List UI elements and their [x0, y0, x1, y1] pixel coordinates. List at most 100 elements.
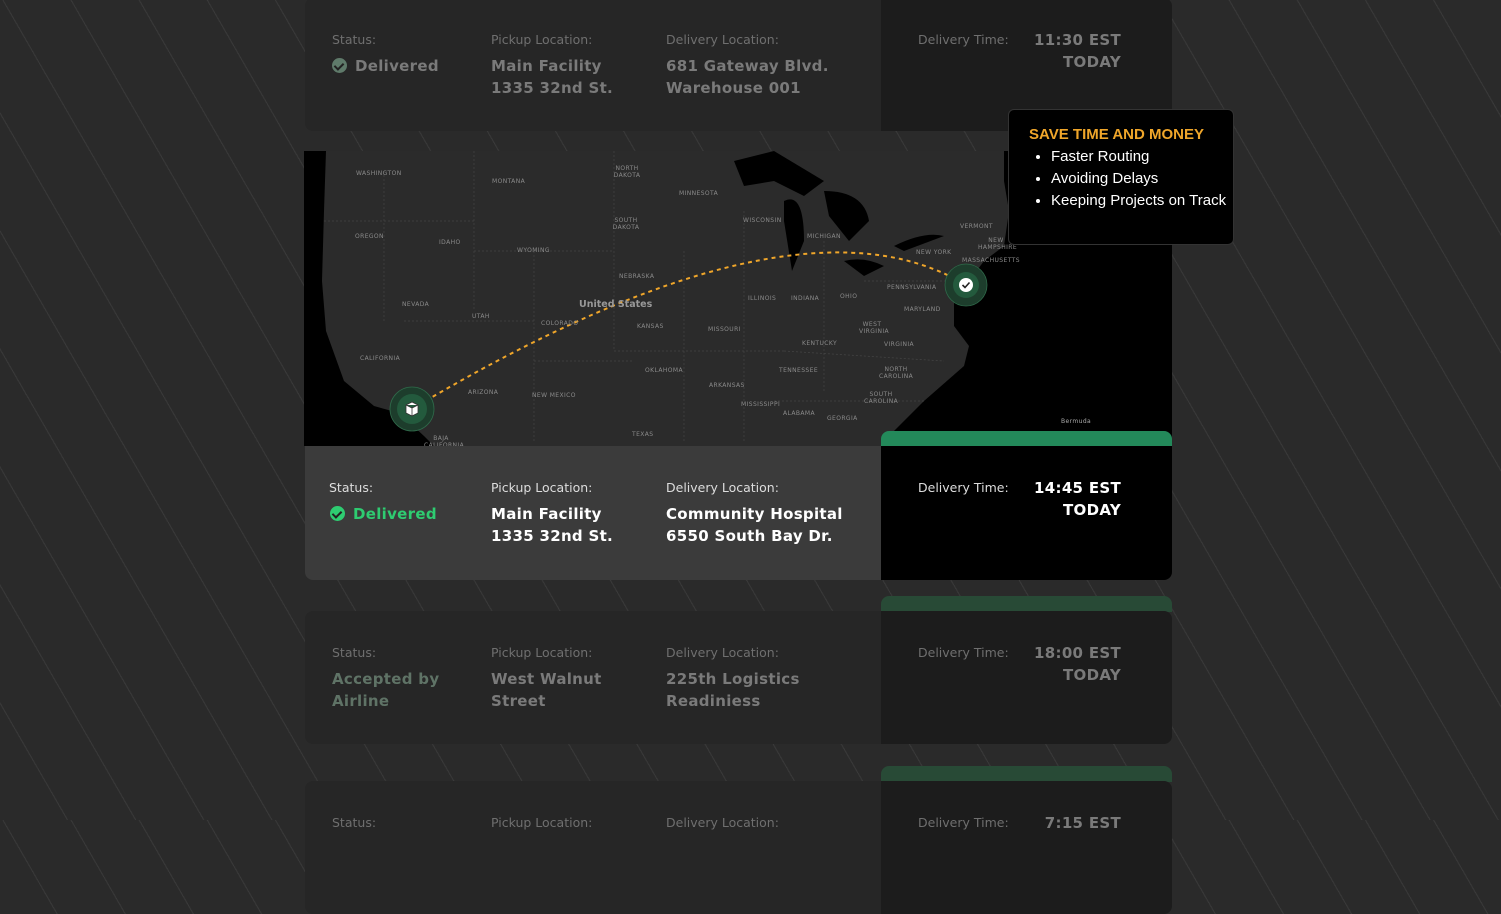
map-label: VERMONT: [960, 223, 993, 230]
delivery-label: Delivery Location:: [666, 480, 779, 495]
pickup-value: Main Facility 1335 32nd St.: [491, 503, 613, 547]
delivery-card-info: Status: Delivered Pickup Location: Main …: [305, 0, 881, 131]
map-label: OREGON: [355, 233, 384, 240]
map-label: NEW MEXICO: [532, 392, 576, 399]
delivery-line: Community Hospital: [666, 505, 843, 523]
map-label: MISSISSIPPI: [741, 401, 781, 408]
pickup-value: Main Facility 1335 32nd St.: [491, 55, 613, 99]
country-label: United States: [579, 299, 653, 310]
selected-card-tab: [881, 431, 1172, 447]
pickup-label: Pickup Location:: [491, 32, 593, 47]
map-label: MARYLAND: [904, 306, 941, 313]
day-text: TODAY: [1063, 666, 1121, 684]
map-label: MICHIGAN: [807, 233, 841, 240]
delivery-card-info: Status: Pickup Location: Delivery Locati…: [305, 781, 881, 914]
origin-marker: [389, 386, 435, 432]
pickup-label: Pickup Location:: [491, 815, 593, 830]
map-label: PENNSYLVANIA: [887, 284, 937, 291]
delivery-card-info: Status: Accepted by Airline Pickup Locat…: [305, 611, 881, 744]
promo-tooltip: SAVE TIME AND MONEY Faster Routing Avoid…: [1008, 109, 1234, 245]
map-label: WISCONSIN: [743, 217, 782, 224]
map-label: NORTH DAKOTA: [613, 165, 641, 179]
route-map[interactable]: WASHINGTON MONTANA NORTH DAKOTA MINNESOT…: [304, 151, 1172, 446]
card-tab: [881, 596, 1172, 612]
map-label: NEW YORK: [916, 249, 952, 256]
map-label: WEST VIRGINIA: [859, 321, 890, 335]
promo-item: Keeping Projects on Track: [1051, 190, 1233, 212]
promo-item: Avoiding Delays: [1051, 168, 1233, 190]
state-borders: [324, 151, 964, 441]
status-label: Status:: [332, 32, 377, 47]
status-label: Status:: [332, 815, 377, 830]
map-label: NORTH CAROLINA: [879, 366, 914, 380]
map-label: WASHINGTON: [356, 170, 402, 177]
time-text: 18:00 EST: [1034, 644, 1121, 662]
status-text: Delivered: [355, 57, 439, 75]
map-label: SOUTH DAKOTA: [612, 217, 640, 231]
time-label: Delivery Time:: [918, 815, 1009, 830]
map-label: MASSACHUSETTS: [962, 257, 1020, 264]
check-circle-icon: [332, 58, 347, 73]
delivery-label: Delivery Location:: [666, 645, 779, 660]
map-label: NEBRASKA: [619, 273, 655, 280]
time-label: Delivery Time:: [918, 32, 1009, 47]
pacific-ocean: [304, 151, 434, 446]
delivery-card[interactable]: Status: Delivered Pickup Location: Main …: [305, 0, 1172, 131]
status-label: Status:: [332, 645, 377, 660]
check-icon: [961, 281, 971, 289]
map-label: MISSOURI: [708, 326, 741, 333]
map-label: CALIFORNIA: [360, 355, 401, 362]
delivery-time-panel: Delivery Time: 14:45 EST TODAY: [881, 446, 1172, 580]
time-text: 14:45 EST: [1034, 479, 1121, 497]
map-label: SOUTH CAROLINA: [864, 391, 899, 405]
map-label: GEORGIA: [827, 415, 858, 422]
time-value: 18:00 EST TODAY: [1034, 642, 1121, 686]
map-label: BAJA CALIFORNIA: [424, 435, 465, 446]
status-value: Delivered: [330, 503, 437, 525]
pickup-line: 1335 32nd St.: [491, 527, 614, 545]
delivery-line: 6550 South Bay Dr.: [666, 527, 833, 545]
promo-list: Faster Routing Avoiding Delays Keeping P…: [1029, 146, 1233, 212]
promo-item: Faster Routing: [1051, 146, 1233, 168]
delivery-value: 225th Logistics Readiniess: [666, 670, 800, 710]
delivery-card-info: Status: Delivered Pickup Location: Main …: [305, 446, 881, 580]
map-label: ALABAMA: [783, 410, 815, 417]
time-label: Delivery Time:: [918, 480, 1009, 495]
map-label: ARKANSAS: [709, 382, 745, 389]
status-value: Accepted by Airline: [332, 670, 440, 710]
delivery-line: Warehouse 001: [666, 79, 801, 97]
delivery-time-panel: Delivery Time: 18:00 EST TODAY: [881, 611, 1172, 744]
status-value: Delivered: [332, 55, 439, 77]
delivery-value: Community Hospital 6550 South Bay Dr.: [666, 503, 843, 547]
map-label: Bermuda: [1061, 418, 1092, 425]
pickup-line: 1335 32nd St.: [491, 79, 614, 97]
time-value: 7:15 EST: [1044, 814, 1121, 832]
map-label: UTAH: [472, 313, 490, 320]
map-label: ARIZONA: [468, 389, 499, 396]
time-label: Delivery Time:: [918, 645, 1009, 660]
promo-title: SAVE TIME AND MONEY: [1029, 126, 1205, 143]
map-label: WYOMING: [517, 247, 550, 254]
map-label: KENTUCKY: [802, 340, 838, 347]
map-label: TENNESSEE: [779, 367, 819, 374]
time-text: 11:30 EST: [1034, 31, 1121, 49]
map-label: TEXAS: [632, 431, 654, 438]
pickup-value: West Walnut Street: [491, 670, 602, 710]
map-label: VIRGINIA: [884, 341, 915, 348]
delivery-card[interactable]: Status: Pickup Location: Delivery Locati…: [305, 781, 1172, 914]
map-label: COLORADO: [541, 320, 579, 327]
route-line: [411, 251, 967, 410]
card-tab: [881, 766, 1172, 782]
check-circle-icon: [330, 506, 345, 521]
delivery-card[interactable]: Status: Accepted by Airline Pickup Locat…: [305, 611, 1172, 744]
pickup-line: Main Facility: [491, 505, 602, 523]
map-label: ILLINOIS: [748, 295, 777, 302]
great-lakes: [734, 151, 944, 276]
pickup-label: Pickup Location:: [491, 480, 593, 495]
delivery-card-selected[interactable]: Status: Delivered Pickup Location: Main …: [305, 446, 1172, 580]
map-label: KANSAS: [637, 323, 664, 330]
time-value: 14:45 EST TODAY: [1034, 477, 1121, 521]
delivery-line: 681 Gateway Blvd.: [666, 57, 829, 75]
map-label: OHIO: [840, 293, 858, 300]
status-label: Status:: [329, 480, 374, 495]
